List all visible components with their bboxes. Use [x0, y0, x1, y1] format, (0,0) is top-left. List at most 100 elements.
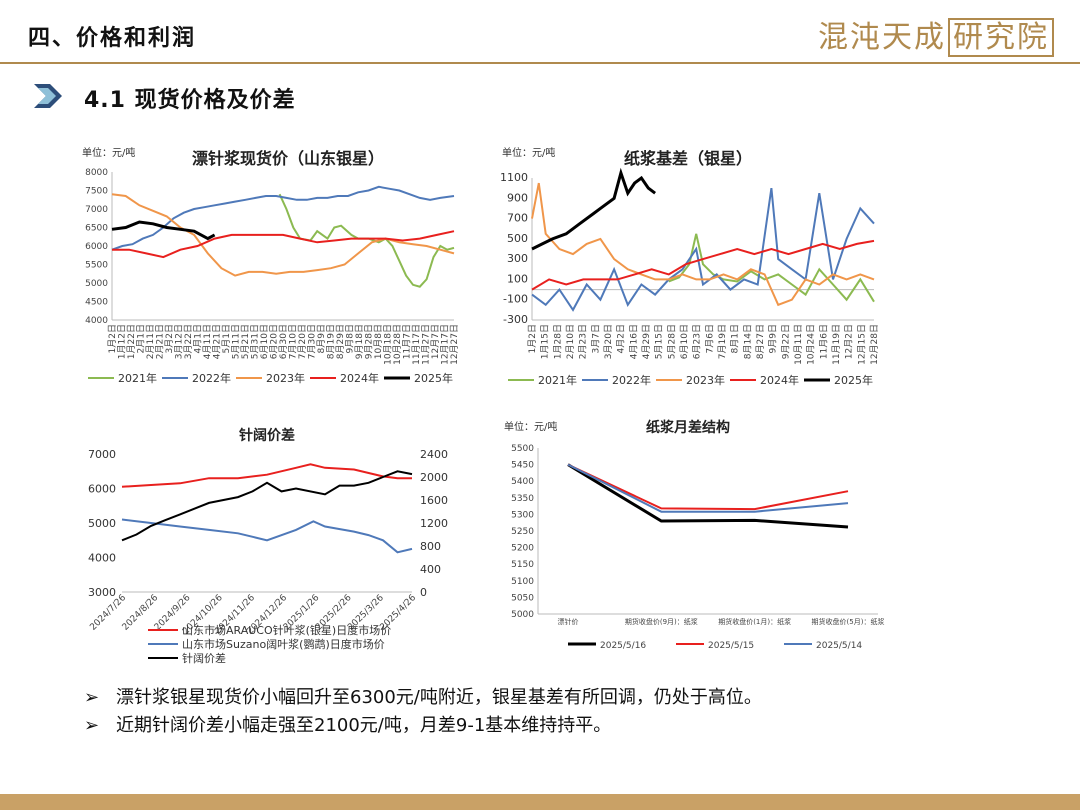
chart-svg: 单位：元/吨 纸浆基差（银星） -300 -100 100 300 500 700 900 110… — [500, 146, 880, 387]
x-tick-label: 2月23日 — [578, 324, 589, 359]
y-tick-label: 5100 — [511, 577, 534, 587]
series-line — [121, 470, 413, 542]
x-tick-label: 9月22日 — [780, 324, 791, 359]
x-tick-label: 3月12日 — [174, 324, 185, 359]
x-tick-label: 11月17日 — [411, 324, 422, 365]
y-tick-label-right: 800 — [420, 540, 441, 553]
y-tick-label: 5500 — [511, 444, 534, 454]
legend-label: 山东市场Suzano阔叶浆(鹦鹉)日度市场价 — [182, 637, 385, 651]
x-tick-label: 7月10日 — [288, 324, 299, 359]
x-tick-label: 10月8日 — [373, 324, 384, 359]
legend-label: 2025/5/14 — [816, 641, 862, 651]
x-tick-label: 9月9日 — [768, 324, 779, 353]
legend-label: 2024年 — [760, 373, 799, 387]
x-tick-label: 8月29日 — [335, 324, 346, 359]
x-tick-label: 8月19日 — [326, 324, 337, 359]
y-tick-label-right: 2000 — [420, 471, 448, 484]
x-category-label: 期货收盘价(1月)：纸浆 — [718, 617, 791, 626]
y-tick-label-right: 0 — [420, 586, 427, 599]
series-line — [111, 185, 455, 251]
chart-title: 纸浆基差（银星） — [624, 149, 752, 168]
x-category-label: 漂针价 — [558, 617, 579, 626]
chart-title: 漂针浆现货价（山东银星） — [192, 149, 384, 168]
legend-label: 2025/5/16 — [600, 641, 646, 651]
x-tick-label: 1月28日 — [552, 324, 563, 359]
y-tick-label: 5350 — [511, 494, 534, 504]
y-tick-label: 8000 — [85, 168, 108, 178]
y-tick-label: 5000 — [85, 279, 108, 289]
x-tick-label: 1月15日 — [540, 324, 551, 359]
series-line — [668, 233, 875, 303]
chart-unit-label: 单位：元/吨 — [504, 420, 557, 433]
x-tick-label: 5月28日 — [666, 324, 677, 359]
legend-label: 2025年 — [834, 373, 873, 387]
y-tick-label-left: 4000 — [88, 552, 116, 565]
y-tick-label: -100 — [503, 293, 528, 306]
x-tick-label: 1月2日 — [107, 324, 118, 353]
brand-logo: 混沌天成 研究院 — [818, 12, 1054, 57]
x-tick-label: 1月12日 — [117, 324, 128, 359]
x-tick-label: 7月20日 — [297, 324, 308, 359]
y-tick-label-left: 5000 — [88, 517, 116, 530]
y-tick-label: 5150 — [511, 560, 534, 570]
subheading-text: 4.1 现货价格及价差 — [84, 88, 296, 113]
x-tick-label: 8月9日 — [316, 324, 327, 353]
bullet-text: 近期针阔价差小幅走强至2100元/吨，月差9-1基本维持持平。 — [116, 715, 612, 736]
x-category-label: 期货收盘价(5月)：纸浆 — [812, 617, 885, 626]
chart-svg: 针阔价差 3000 4000 5000 6000 7000 0 400 800 1200 1600 2… — [88, 427, 448, 665]
x-tick-label: 10月28日 — [392, 324, 403, 365]
x-tick-label: 4月11日 — [202, 324, 213, 359]
x-tick-label: 2月21日 — [155, 324, 166, 359]
chart-svg: 单位：元/吨 漂针浆现货价（山东银星） 4000 4500 5000 5500 6000 65… — [82, 146, 460, 385]
x-tick-label: 10月24日 — [806, 324, 817, 365]
y-tick-label: 1100 — [500, 171, 528, 184]
logo-box: 研究院 — [948, 18, 1054, 57]
x-tick-label: 6月30日 — [278, 324, 289, 359]
y-tick-label: 4000 — [85, 316, 108, 326]
x-tick-label: 8月1日 — [730, 324, 741, 353]
x-tick-label: 5月1日 — [221, 324, 232, 353]
chart-title: 针阔价差 — [238, 427, 295, 444]
x-tick-label: 3月20日 — [603, 324, 614, 359]
x-tick-label: 12月2日 — [844, 324, 855, 359]
x-tick-label: 9月18日 — [354, 324, 365, 359]
bullet-arrow-icon: ➢ — [84, 715, 100, 736]
y-tick-label-left: 6000 — [88, 483, 116, 496]
chart-softwood-hardwood-spread: 针阔价差 3000 4000 5000 6000 7000 0 400 800 1200 1600 2… — [78, 418, 468, 668]
x-tick-label: 11月7日 — [402, 324, 413, 359]
y-tick-label: 7000 — [85, 205, 108, 215]
chevron-right-icon — [34, 84, 62, 108]
legend-label: 2024年 — [340, 371, 379, 385]
legend-label: 2025/5/15 — [708, 641, 754, 651]
y-tick-label: 900 — [507, 191, 528, 204]
page-header: 四、价格和利润 混沌天成 研究院 — [0, 0, 1080, 62]
x-tick-label: 7月19日 — [717, 324, 728, 359]
chart-title: 纸浆月差结构 — [646, 419, 730, 436]
legend-label: 2022年 — [192, 371, 231, 385]
x-tick-label: 8月27日 — [755, 324, 766, 359]
y-tick-label: 7500 — [85, 187, 108, 197]
series-line — [567, 463, 849, 529]
x-tick-label: 12月15日 — [856, 324, 867, 365]
series-line — [567, 463, 849, 511]
y-tick-label: 300 — [507, 252, 528, 265]
x-tick-label: 12月27日 — [449, 324, 460, 365]
y-tick-label: 5500 — [85, 261, 108, 271]
x-tick-label: 6月10日 — [679, 324, 690, 359]
x-tick-label: 8月14日 — [742, 324, 753, 359]
x-tick-label: 5月15日 — [654, 324, 665, 359]
chart-svg: 单位：元/吨 纸浆月差结构 5000 5050 5100 5150 5200 5250 5300… — [504, 419, 885, 651]
x-tick-label: 9月28日 — [364, 324, 375, 359]
x-tick-label: 4月16日 — [628, 324, 639, 359]
x-tick-label: 6月20日 — [269, 324, 280, 359]
section-title: 四、价格和利润 — [28, 26, 197, 51]
series-line — [531, 239, 875, 291]
y-tick-label: 5200 — [511, 544, 534, 554]
bullet-list: ➢ 漂针浆银星现货价小幅回升至6300元/吨附近，银星基差有所回调，仍处于高位。… — [84, 684, 984, 740]
y-tick-label: 700 — [507, 212, 528, 225]
x-tick-label: 1月22日 — [126, 324, 137, 359]
y-tick-label: 100 — [507, 272, 528, 285]
x-tick-label: 11月19日 — [831, 324, 842, 365]
chart-pulp-basis: 单位：元/吨 纸浆基差（银星） -300 -100 100 300 500 700 900 110… — [498, 140, 888, 390]
x-tick-label: 4月2日 — [616, 324, 627, 353]
